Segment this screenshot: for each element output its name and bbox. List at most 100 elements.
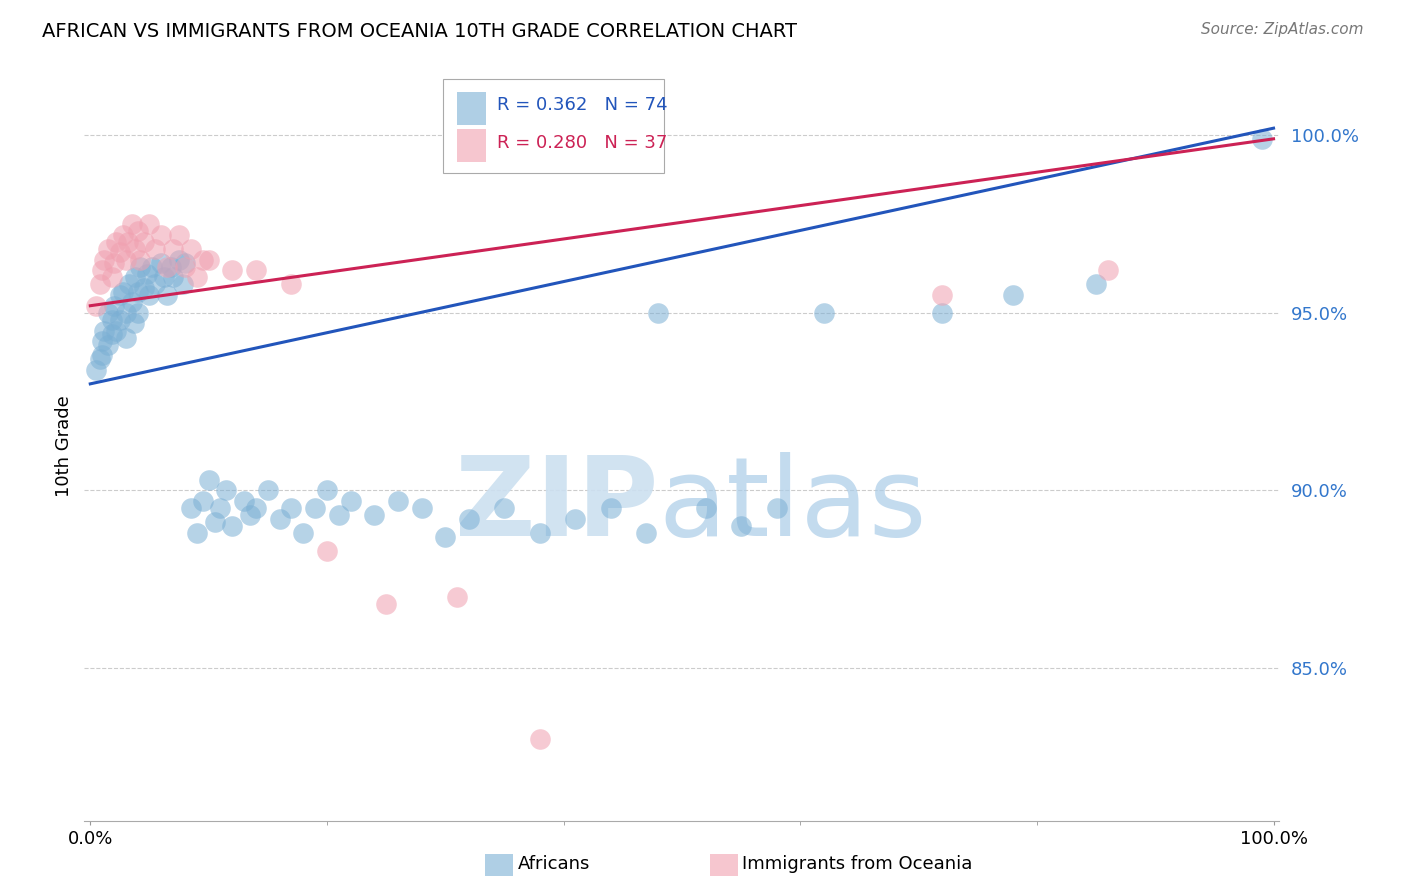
Point bbox=[89, 351, 111, 366]
Point bbox=[233, 494, 256, 508]
Point bbox=[89, 277, 111, 292]
Point bbox=[931, 288, 953, 302]
Point bbox=[91, 348, 114, 362]
FancyBboxPatch shape bbox=[457, 129, 486, 162]
Text: AFRICAN VS IMMIGRANTS FROM OCEANIA 10TH GRADE CORRELATION CHART: AFRICAN VS IMMIGRANTS FROM OCEANIA 10TH … bbox=[42, 22, 797, 41]
Point bbox=[174, 256, 197, 270]
Point bbox=[647, 306, 669, 320]
Point bbox=[97, 338, 120, 352]
Point bbox=[97, 242, 120, 256]
Point bbox=[132, 235, 155, 249]
Text: R = 0.280   N = 37: R = 0.280 N = 37 bbox=[496, 134, 666, 152]
FancyBboxPatch shape bbox=[457, 92, 486, 125]
Point bbox=[143, 242, 166, 256]
Point bbox=[280, 277, 302, 292]
Point bbox=[269, 512, 291, 526]
Point bbox=[600, 501, 623, 516]
Point bbox=[122, 317, 145, 331]
Point bbox=[167, 227, 190, 242]
Point bbox=[162, 270, 184, 285]
Point bbox=[292, 526, 315, 541]
Point bbox=[150, 256, 173, 270]
Point bbox=[112, 285, 135, 299]
Point bbox=[931, 306, 953, 320]
Point bbox=[127, 224, 149, 238]
Point bbox=[114, 331, 136, 345]
Point bbox=[93, 324, 115, 338]
Point bbox=[375, 597, 398, 611]
Point bbox=[765, 501, 787, 516]
Point bbox=[84, 299, 107, 313]
Point bbox=[204, 516, 226, 530]
FancyBboxPatch shape bbox=[443, 78, 664, 172]
Point bbox=[91, 334, 114, 349]
Point bbox=[245, 501, 267, 516]
Point bbox=[121, 295, 143, 310]
Point bbox=[434, 530, 457, 544]
Point bbox=[529, 526, 551, 541]
Point bbox=[1250, 132, 1272, 146]
Point bbox=[141, 260, 163, 274]
Point bbox=[458, 512, 481, 526]
Point bbox=[564, 512, 586, 526]
Point bbox=[103, 256, 125, 270]
Point bbox=[97, 306, 120, 320]
Point bbox=[100, 327, 122, 342]
Point bbox=[239, 508, 262, 523]
Point bbox=[172, 277, 194, 292]
Point bbox=[180, 242, 202, 256]
Point bbox=[159, 260, 181, 274]
Point bbox=[112, 227, 135, 242]
Point bbox=[221, 519, 243, 533]
Point bbox=[124, 242, 146, 256]
Point bbox=[103, 299, 125, 313]
Point bbox=[121, 217, 143, 231]
Point bbox=[446, 590, 468, 604]
Point bbox=[143, 277, 166, 292]
Point bbox=[197, 473, 219, 487]
Text: atlas: atlas bbox=[658, 452, 927, 559]
Point bbox=[127, 306, 149, 320]
Point bbox=[191, 252, 214, 267]
Point bbox=[132, 281, 155, 295]
Point bbox=[129, 252, 152, 267]
Point bbox=[138, 288, 160, 302]
Text: R = 0.362   N = 74: R = 0.362 N = 74 bbox=[496, 96, 668, 114]
Point bbox=[138, 217, 160, 231]
Point bbox=[156, 288, 179, 302]
Point bbox=[304, 501, 326, 516]
Point bbox=[316, 543, 339, 558]
Point bbox=[191, 494, 214, 508]
Point bbox=[328, 508, 350, 523]
Point bbox=[167, 252, 190, 267]
Point bbox=[129, 260, 152, 274]
Point bbox=[339, 494, 361, 508]
Point bbox=[105, 324, 128, 338]
Point bbox=[108, 245, 131, 260]
Point bbox=[162, 242, 184, 256]
Y-axis label: 10th Grade: 10th Grade bbox=[55, 395, 73, 497]
Point bbox=[127, 285, 149, 299]
Point bbox=[114, 306, 136, 320]
Point bbox=[215, 483, 238, 498]
Point bbox=[152, 270, 174, 285]
Point bbox=[1002, 288, 1025, 302]
Point bbox=[108, 288, 131, 302]
Point bbox=[280, 501, 302, 516]
Point bbox=[108, 313, 131, 327]
Point bbox=[529, 731, 551, 746]
Point bbox=[245, 263, 267, 277]
Text: ZIP: ZIP bbox=[454, 452, 658, 559]
Text: Source: ZipAtlas.com: Source: ZipAtlas.com bbox=[1201, 22, 1364, 37]
Point bbox=[100, 313, 122, 327]
Point bbox=[494, 501, 516, 516]
Point bbox=[156, 260, 179, 274]
Point bbox=[209, 501, 232, 516]
Point bbox=[411, 501, 433, 516]
Point bbox=[1097, 263, 1119, 277]
Point bbox=[316, 483, 339, 498]
Point bbox=[84, 362, 107, 376]
Point bbox=[124, 270, 146, 285]
Point bbox=[256, 483, 278, 498]
Point bbox=[93, 252, 115, 267]
